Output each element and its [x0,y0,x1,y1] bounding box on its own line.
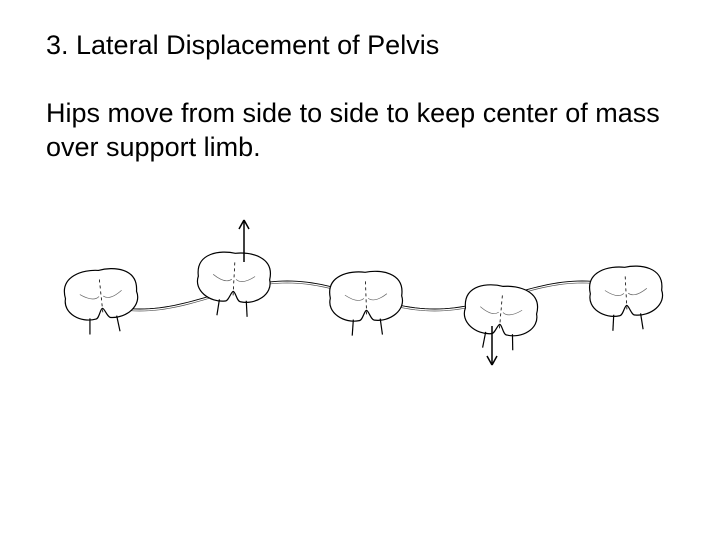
body-text: Hips move from side to side to keep cent… [46,97,674,165]
figure-pelvis-lateral-displacement [46,200,674,370]
pelvis-5 [588,265,664,332]
pelvis-4 [461,283,539,353]
heading: 3. Lateral Displacement of Pelvis [46,30,674,61]
pelvis-2 [196,251,272,318]
pelvis-3 [329,270,404,336]
slide: 3. Lateral Displacement of Pelvis Hips m… [0,0,720,540]
pelvis-1 [62,266,141,337]
figure-svg [46,200,674,370]
